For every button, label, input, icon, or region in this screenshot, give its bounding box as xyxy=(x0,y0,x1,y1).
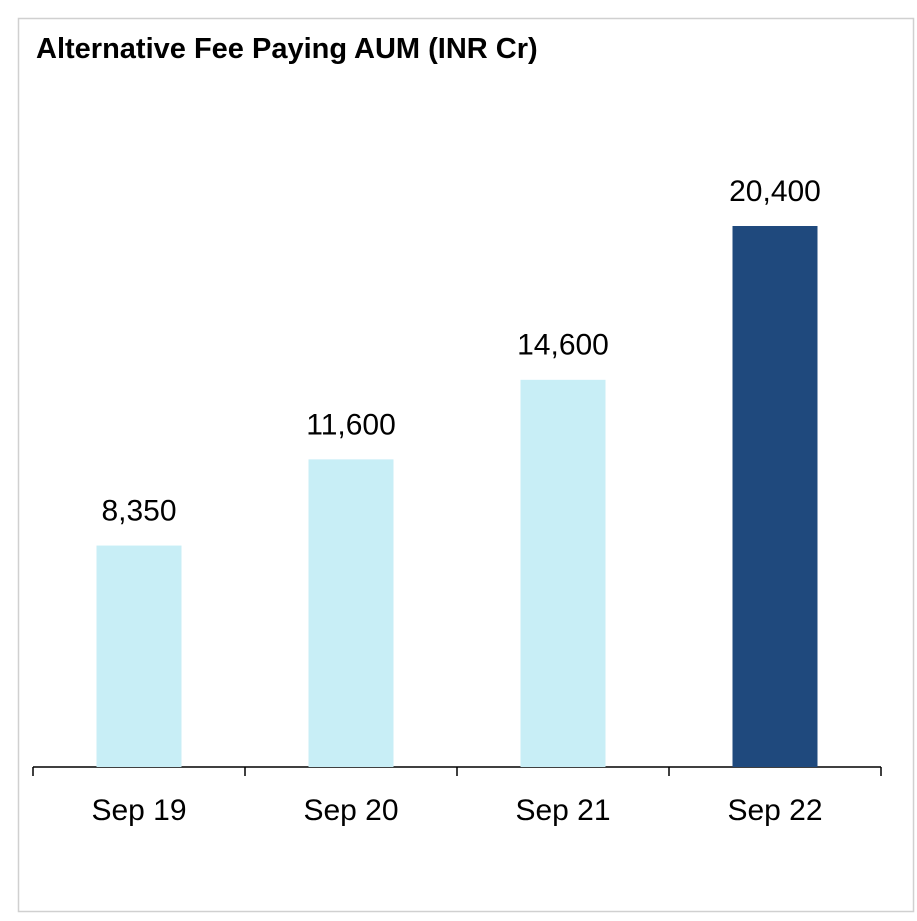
bar xyxy=(308,459,394,767)
value-label: 14,600 xyxy=(517,329,609,362)
chart-title: Alternative Fee Paying AUM (INR Cr) xyxy=(36,33,538,65)
bar xyxy=(732,226,818,767)
x-tick-label: Sep 22 xyxy=(727,794,822,827)
value-label: 20,400 xyxy=(729,175,821,208)
value-label: 11,600 xyxy=(306,408,396,441)
x-tick-label: Sep 20 xyxy=(303,794,398,827)
bar xyxy=(520,379,606,767)
x-tick-label: Sep 21 xyxy=(515,794,610,827)
bar xyxy=(96,545,182,767)
x-tick-label: Sep 19 xyxy=(91,794,186,827)
value-label: 8,350 xyxy=(101,494,176,527)
